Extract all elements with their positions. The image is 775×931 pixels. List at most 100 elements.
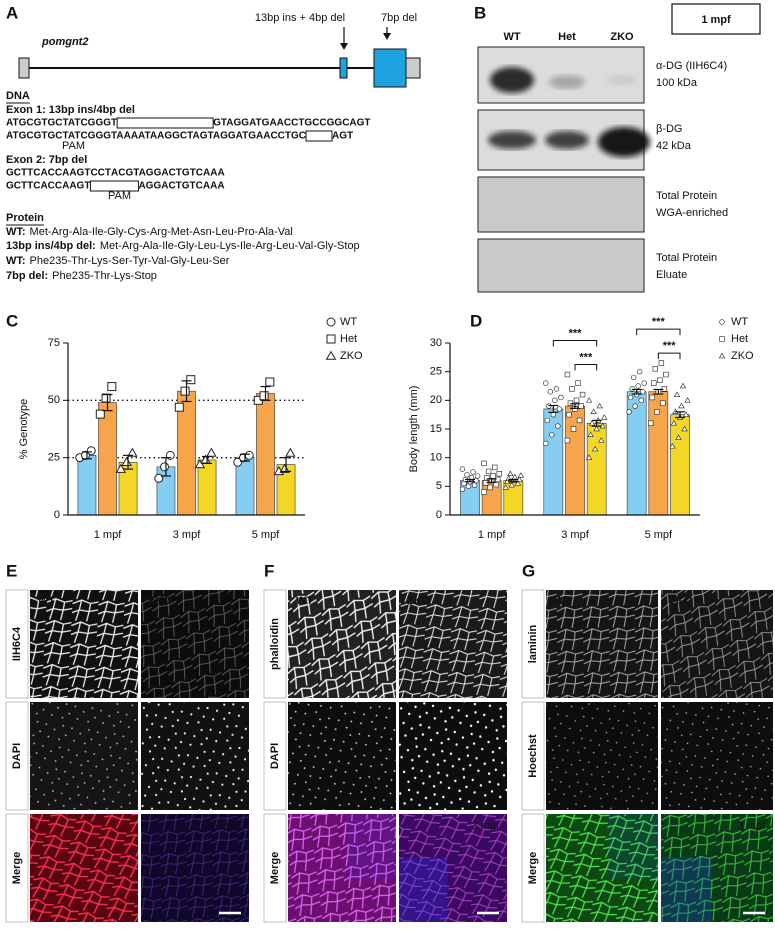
micrograph	[546, 702, 658, 810]
micrograph	[288, 590, 396, 698]
legend-label: Het	[731, 333, 748, 345]
data-point	[579, 391, 586, 398]
data-point	[127, 447, 138, 457]
legend-label: ZKO	[731, 350, 754, 362]
significance-label: ***	[569, 327, 583, 339]
blot-band	[607, 75, 637, 85]
sequence: TAAAATAAGGCTA	[111, 131, 200, 142]
label-strip	[263, 701, 287, 811]
panel-letter: G	[522, 561, 535, 580]
data-point	[651, 380, 657, 386]
stage-box	[671, 3, 761, 35]
deletion-box	[116, 117, 214, 129]
legend-label: ZKO	[340, 350, 363, 362]
x-tick-label: 5 mpf	[645, 529, 673, 541]
data-point	[590, 408, 597, 415]
blot-label: β-DG	[656, 123, 683, 135]
data-point	[564, 437, 571, 444]
protein-label: WT:	[6, 255, 26, 267]
sequence: GTAGG	[200, 131, 236, 142]
data-point	[180, 386, 190, 396]
sequence: AGT	[332, 131, 353, 142]
utr-box	[405, 57, 421, 79]
significance-label: ***	[663, 340, 677, 352]
mutation-label: 7bp del	[381, 12, 417, 24]
gene-name: pomgnt2	[41, 36, 88, 48]
data-point	[487, 484, 493, 491]
stage-annotation: 3 mpf	[471, 820, 499, 832]
label-strip	[5, 701, 29, 811]
arrow-head	[340, 43, 348, 50]
data-point	[587, 431, 594, 437]
data-point	[459, 486, 466, 492]
micrograph	[661, 814, 773, 922]
protein-label: 13bp ins/4bp del:	[6, 240, 96, 252]
data-point	[654, 409, 660, 415]
data-point	[588, 420, 596, 426]
x-tick-label: 1 mpf	[94, 529, 122, 541]
data-point	[558, 394, 564, 401]
significance-label: ***	[652, 316, 666, 328]
arrow-head	[383, 33, 391, 40]
data-point	[596, 402, 603, 409]
data-point	[569, 386, 575, 392]
micrograph	[288, 702, 396, 810]
data-point	[652, 366, 659, 372]
data-point	[265, 377, 275, 387]
protein-sequence: Phe235-Thr-Lys-	[52, 270, 134, 282]
micrograph	[661, 590, 773, 698]
micrograph	[399, 590, 507, 698]
micrograph	[399, 702, 507, 810]
deletion-box	[305, 130, 333, 142]
y-tick-label: 20	[430, 394, 442, 406]
x-tick-label: 5 mpf	[252, 529, 280, 541]
blot-sublabel: 100 kDa	[656, 77, 698, 89]
panel-letter: A	[6, 3, 18, 22]
data-point	[459, 466, 466, 472]
data-point	[585, 454, 593, 460]
legend-label: WT	[340, 316, 357, 328]
data-point	[640, 389, 646, 395]
micrograph	[141, 814, 249, 922]
data-point	[507, 470, 514, 476]
data-point	[553, 386, 560, 392]
data-point	[566, 411, 572, 418]
stain-label: Merge	[527, 852, 539, 884]
exon-title: Exon 1: 13bp ins/4bp del	[6, 104, 135, 116]
data-point	[638, 397, 644, 404]
label-strip	[521, 813, 545, 923]
data-point	[657, 377, 663, 383]
y-tick-label: 10	[430, 452, 442, 464]
data-point	[464, 472, 470, 478]
data-point	[593, 425, 600, 432]
protein-sequence: Met	[30, 226, 48, 238]
data-point	[636, 368, 643, 375]
y-axis-label: Body length (mm)	[408, 386, 420, 473]
blot-band	[488, 131, 536, 149]
blot-band	[549, 75, 585, 89]
legend-marker	[719, 336, 725, 342]
micrograph-overlay	[607, 814, 658, 879]
sequence: CCT	[90, 168, 111, 179]
section-heading: DNA	[6, 90, 30, 102]
panel-letter: F	[264, 561, 274, 580]
genotype-label: ZKO	[149, 595, 173, 607]
data-point	[484, 475, 490, 481]
data-point	[564, 371, 571, 378]
data-point	[630, 374, 637, 381]
data-point	[543, 380, 549, 386]
protein-label: WT:	[6, 226, 26, 238]
data-point	[490, 473, 496, 479]
data-point	[285, 447, 296, 457]
protein-sequence: Met	[100, 240, 118, 252]
protein-sequence: Stop	[337, 240, 360, 252]
data-point	[632, 403, 638, 409]
micrograph	[30, 590, 138, 698]
data-point	[474, 473, 481, 479]
data-point	[682, 411, 690, 417]
bar	[586, 422, 607, 516]
label-strip	[263, 589, 287, 699]
data-point	[481, 489, 487, 495]
exon-2-box	[373, 48, 407, 88]
data-point	[95, 409, 105, 419]
